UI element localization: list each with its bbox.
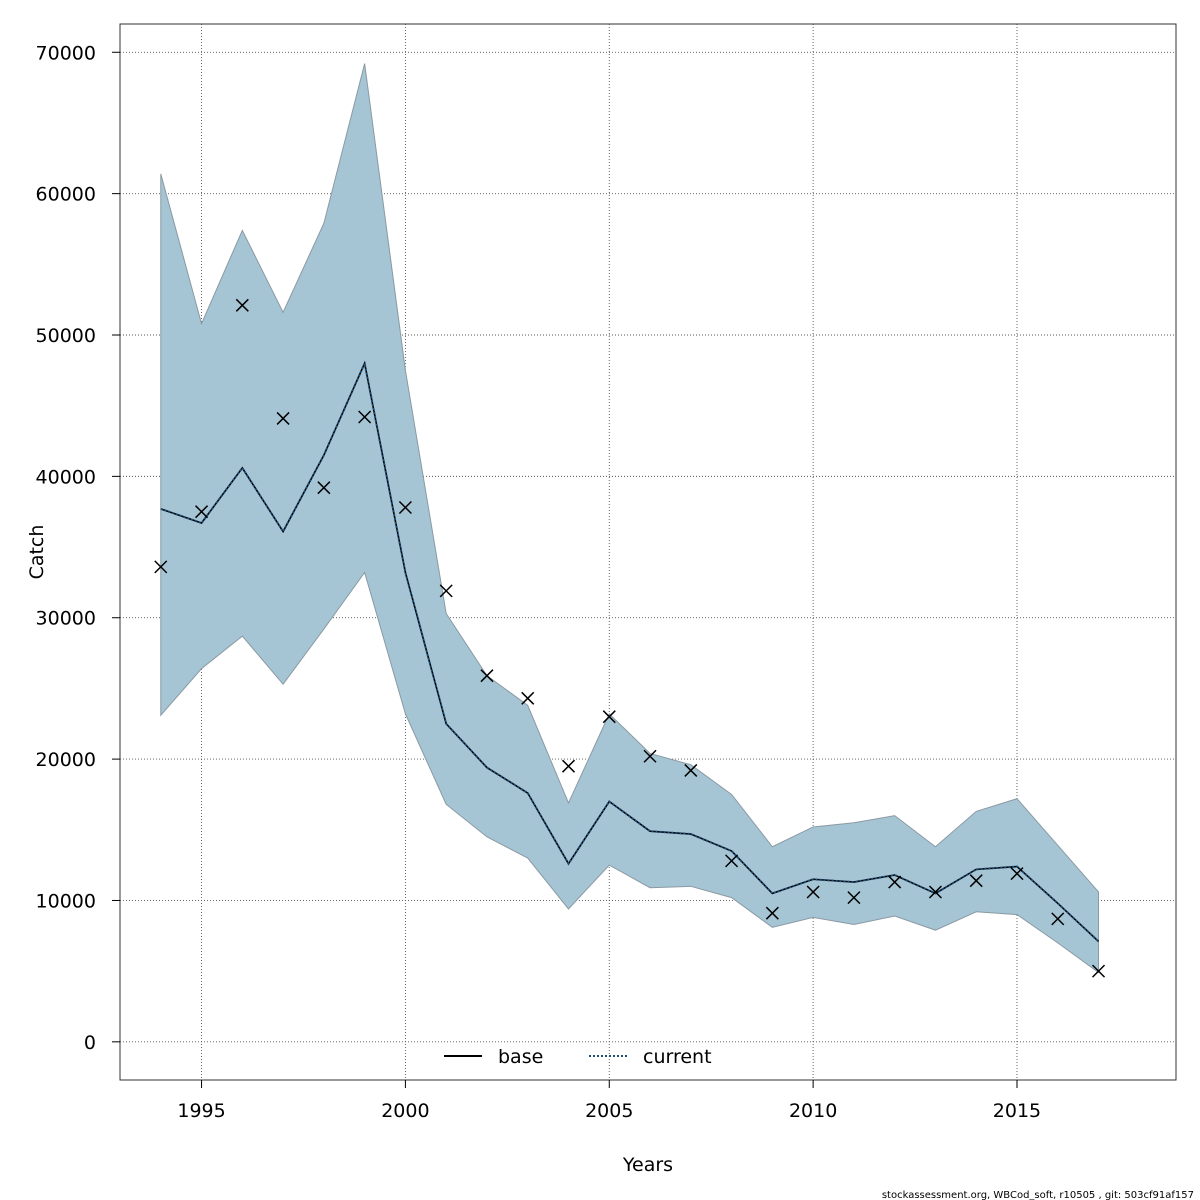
y-tick-label: 70000 [36, 42, 96, 64]
y-axis-title: Catch [26, 525, 48, 580]
y-tick-label: 50000 [36, 325, 96, 347]
observation-marker [765, 906, 779, 920]
observation-marker [561, 759, 576, 773]
legend: base current [444, 1046, 712, 1068]
observation-marker [969, 874, 983, 888]
y-tick-label: 60000 [36, 184, 96, 206]
x-tick-label: 1995 [177, 1100, 225, 1122]
observation-marker [358, 410, 372, 424]
observation-marker [480, 669, 494, 683]
observation-markers-layer [154, 298, 1106, 978]
x-tick-label: 2015 [993, 1100, 1041, 1122]
series-line-current [160, 359, 1100, 943]
y-tick-label: 0 [84, 1032, 96, 1054]
observation-marker [684, 763, 698, 777]
observation-marker [154, 560, 168, 574]
observation-marker [888, 875, 902, 889]
observation-marker [847, 891, 861, 905]
plot-frame [119, 23, 1177, 1081]
footer-credit: stockassessment.org, WBCod_soft, r10505 … [882, 1190, 1194, 1200]
observation-marker [521, 691, 535, 705]
x-tick-label: 2010 [789, 1100, 837, 1122]
observation-marker [276, 411, 290, 425]
observation-marker [806, 885, 820, 899]
observation-marker [602, 710, 616, 724]
observation-marker [195, 505, 209, 519]
y-tick-label: 20000 [36, 749, 96, 771]
observation-marker [235, 298, 249, 312]
observation-marker [1051, 912, 1065, 926]
observation-marker [398, 500, 412, 515]
x-axis-title: Years [622, 1154, 673, 1176]
observation-marker [1010, 867, 1024, 881]
observation-marker [1091, 964, 1106, 978]
x-tick-label: 2000 [381, 1100, 429, 1122]
observation-marker [725, 854, 739, 868]
observation-marker [317, 481, 331, 495]
observation-marker [643, 749, 657, 763]
observation-marker [928, 885, 942, 899]
y-tick-label: 30000 [36, 608, 96, 630]
y-tick-label: 40000 [36, 466, 96, 488]
legend-label-current: current [643, 1046, 712, 1068]
observation-marker [439, 584, 453, 598]
series-lines-layer [160, 359, 1100, 943]
legend-label-base: base [498, 1046, 543, 1068]
axes-layer: 1995 2000 2005 2010 2015 0 10000 20000 30000 4000… [36, 42, 1042, 1122]
x-tick-label: 2005 [585, 1100, 633, 1122]
y-tick-label: 10000 [36, 890, 96, 912]
